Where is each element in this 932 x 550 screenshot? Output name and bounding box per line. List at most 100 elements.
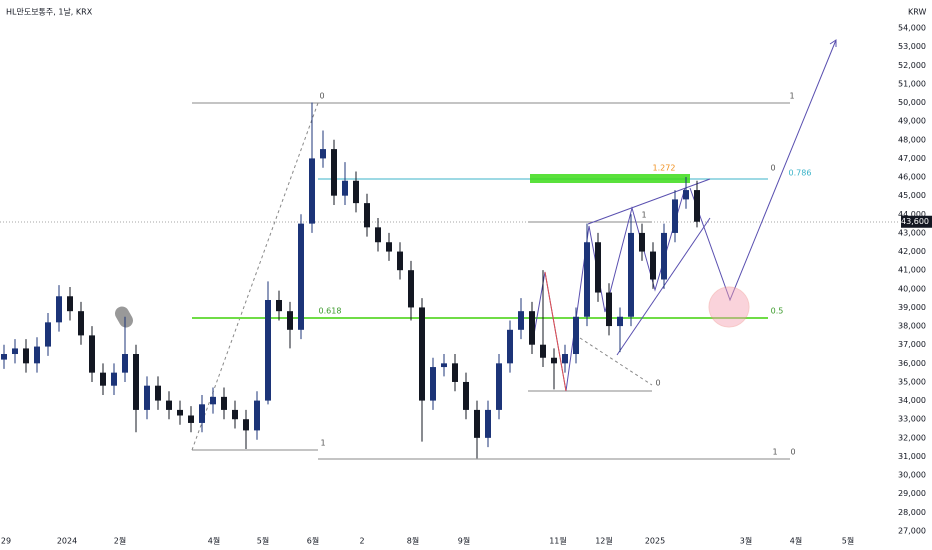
y-tick-label: 44,000	[898, 210, 926, 219]
candle-body	[243, 419, 249, 431]
chart-title: HL만도보통주, 1날, KRX	[6, 7, 93, 17]
candle-body	[122, 354, 128, 373]
x-tick-label: 9월	[458, 536, 470, 546]
candle-body	[276, 299, 282, 312]
candle-body	[463, 381, 469, 410]
marker	[115, 306, 133, 328]
x-tick-label: 5월	[842, 536, 854, 546]
y-tick-label: 41,000	[898, 266, 926, 275]
y-tick-label: 29,000	[898, 489, 926, 498]
candle-body	[265, 299, 271, 401]
fib-label: 1	[789, 92, 794, 101]
candle-body	[166, 400, 172, 410]
candle-body	[661, 232, 667, 280]
candle-body	[562, 354, 568, 364]
y-tick-label: 32,000	[898, 433, 926, 442]
candle-body	[111, 372, 117, 386]
candle-body	[650, 251, 656, 280]
x-tick-label: 11월	[549, 536, 567, 546]
y-tick-label: 31,000	[898, 452, 926, 461]
fib-label: 0	[790, 448, 795, 457]
fib-label: 1	[320, 439, 325, 448]
candle-body	[133, 354, 139, 410]
x-tick-label: 2024	[57, 537, 77, 546]
y-tick-label: 30,000	[898, 471, 926, 480]
x-tick-label: 8월	[407, 536, 419, 546]
candle-body	[419, 307, 425, 401]
fib-label: 0.618	[319, 307, 342, 316]
candle-body	[540, 344, 546, 358]
candle-body	[584, 242, 590, 317]
currency: KRW	[908, 8, 926, 17]
fib-label: 1.272	[653, 164, 676, 173]
x-tick-label: 2	[359, 537, 364, 546]
y-tick-label: 40,000	[898, 284, 926, 293]
y-tick-label: 27,000	[898, 527, 926, 536]
candle-body	[694, 190, 700, 222]
y-tick-label: 50,000	[898, 98, 926, 107]
candle-body	[430, 367, 436, 401]
y-tick-label: 37,000	[898, 340, 926, 349]
candle-body	[309, 158, 315, 224]
candle-body	[683, 190, 689, 200]
last-price-label: 43,600	[901, 217, 929, 226]
candle-body	[364, 203, 370, 228]
y-tick-label: 35,000	[898, 377, 926, 386]
x-tick-label: 5월	[257, 536, 269, 546]
candle-body	[386, 242, 392, 252]
y-tick-label: 51,000	[898, 79, 926, 88]
candle-body	[331, 149, 337, 196]
y-tick-label: 38,000	[898, 322, 926, 331]
candle-body	[1, 354, 7, 360]
fib-trend	[579, 337, 653, 386]
candle-body	[221, 396, 227, 410]
wedge-line	[587, 178, 711, 225]
x-tick-label: 29	[1, 537, 11, 546]
candle-body	[210, 396, 216, 405]
y-tick-label: 52,000	[898, 61, 926, 70]
candle-body	[100, 372, 106, 386]
candle-body	[606, 292, 612, 327]
y-tick-label: 48,000	[898, 135, 926, 144]
candle-body	[617, 316, 623, 327]
candle-body	[199, 404, 205, 423]
candle-body	[67, 296, 73, 312]
candle-body	[639, 232, 645, 252]
candle-body	[144, 385, 150, 410]
candle-body	[188, 415, 194, 423]
candle-body	[56, 296, 62, 323]
last-price-tag	[901, 215, 932, 228]
y-tick-label: 33,000	[898, 415, 926, 424]
candle-body	[45, 322, 51, 347]
y-tick-label: 53,000	[898, 42, 926, 51]
x-tick-label: 4월	[790, 536, 802, 546]
fib-label: 0	[770, 164, 775, 173]
candle-body	[342, 180, 348, 196]
candle-body	[320, 149, 326, 159]
fib-label: 1	[772, 448, 777, 457]
candle-body	[12, 348, 18, 355]
candle-body	[89, 335, 95, 373]
x-tick-label: 6월	[307, 536, 319, 546]
y-tick-label: 49,000	[898, 117, 926, 126]
y-tick-label: 39,000	[898, 303, 926, 312]
zigzag	[544, 271, 567, 392]
projection	[689, 39, 837, 302]
fib-label: 1	[641, 211, 646, 220]
candle-body	[628, 232, 634, 317]
candle-body	[34, 346, 40, 364]
fib-label: 0	[655, 379, 660, 388]
candle-body	[595, 242, 601, 293]
y-tick-label: 43,000	[898, 228, 926, 237]
target-circle	[708, 286, 750, 328]
fib-label: 0.5	[771, 307, 784, 316]
candle-body	[485, 409, 491, 438]
candle-body	[529, 311, 535, 345]
y-tick-label: 42,000	[898, 247, 926, 256]
candle-body	[353, 180, 359, 204]
x-tick-label: 2월	[114, 536, 126, 546]
candle-body	[474, 409, 480, 438]
fib-label: 0	[319, 92, 324, 101]
candle-body	[573, 316, 579, 355]
candle-body	[298, 223, 304, 330]
